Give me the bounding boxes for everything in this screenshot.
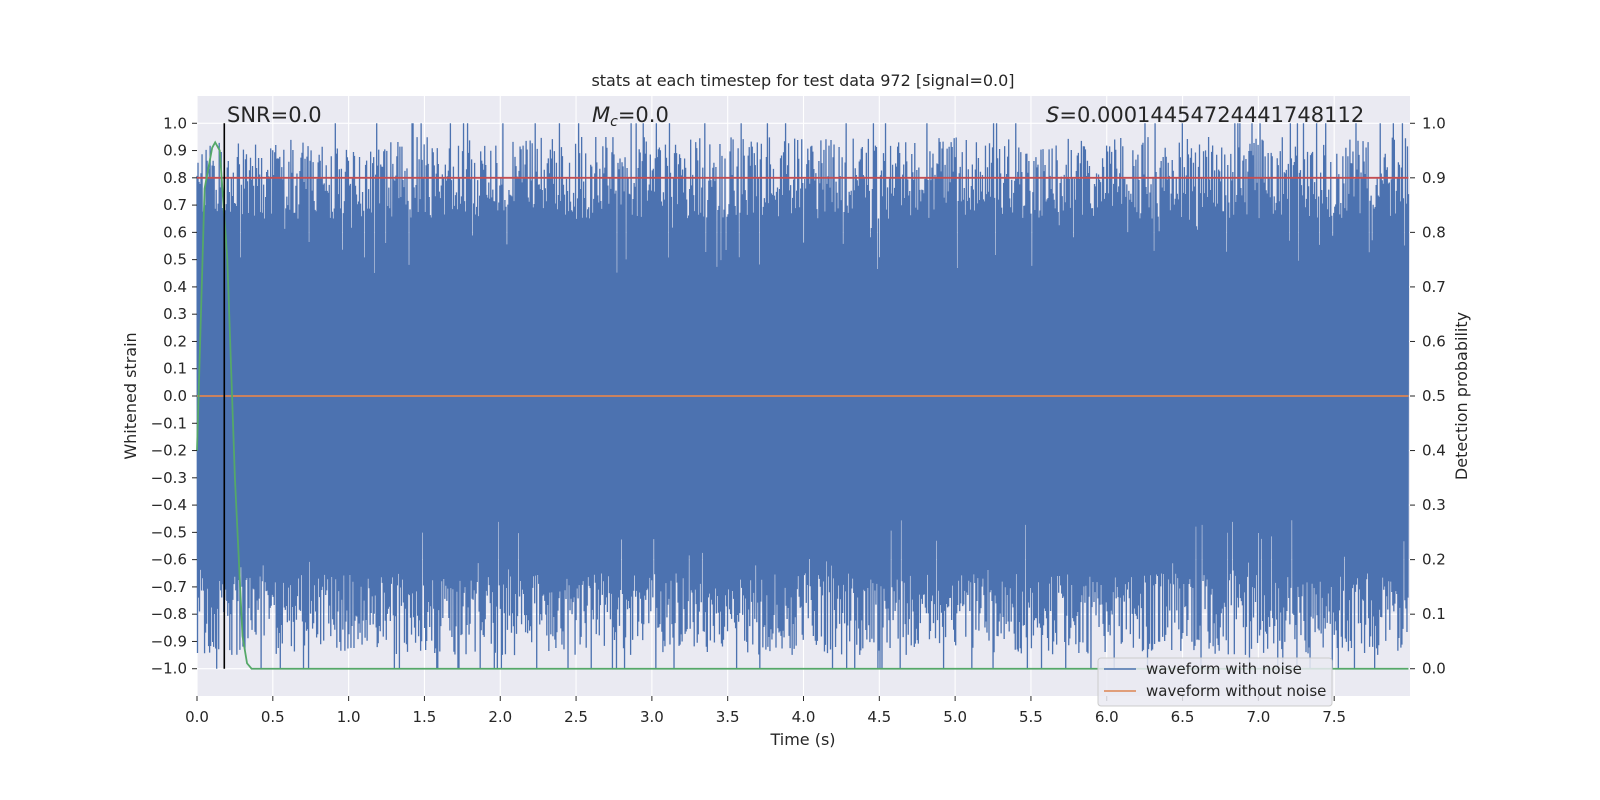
y-left-tick-label-4: 0.6 [163, 223, 187, 241]
x-tick-label-2: 1.0 [337, 708, 361, 726]
y-left-tick-label-11: −0.1 [151, 414, 187, 432]
y-axis-left-label: Whitened strain [121, 332, 140, 459]
x-tick-label-11: 5.5 [1019, 708, 1043, 726]
mc-subscript: c [610, 114, 618, 130]
noise-waveform-path [196, 123, 1410, 669]
y-left-tick-label-2: 0.8 [163, 169, 187, 187]
x-tick-label-1: 0.5 [261, 708, 285, 726]
series-lines [196, 123, 1409, 670]
series-detection-probability [196, 140, 1409, 670]
y-left-tick-label-3: 0.7 [163, 196, 187, 214]
x-tick-label-10: 5.0 [943, 708, 967, 726]
x-tick-label-14: 7.0 [1246, 708, 1270, 726]
snr-annotation: SNR=0.0 [227, 103, 322, 127]
x-tick-label-12: 6.0 [1095, 708, 1119, 726]
y-left-tick-label-9: 0.1 [163, 360, 187, 378]
x-tick-label-3: 1.5 [413, 708, 437, 726]
chart-title: stats at each timestep for test data 972… [591, 71, 1014, 90]
y-left-tick-label-18: −0.8 [151, 605, 187, 623]
y-right-tick-label-2: 0.8 [1422, 223, 1446, 241]
y-left-tick-label-0: 1.0 [163, 114, 187, 132]
y-right-tick-label-7: 0.3 [1422, 496, 1446, 514]
legend-label-noise: waveform with noise [1146, 660, 1302, 678]
y-left-tick-label-12: −0.2 [151, 442, 187, 460]
y-axis-right-label: Detection probability [1452, 312, 1471, 480]
legend-box [1097, 657, 1333, 707]
y-left-tick-label-16: −0.6 [151, 551, 187, 569]
y-left-tick-label-19: −0.9 [151, 632, 187, 650]
y-right-tick-label-8: 0.2 [1422, 551, 1446, 569]
series-waveform-with-noise [196, 123, 1410, 669]
y-left-tick-label-1: 0.9 [163, 142, 187, 160]
x-tick-label-15: 7.5 [1322, 708, 1346, 726]
y-right-tick-label-1: 0.9 [1422, 169, 1446, 187]
y-left-tick-label-8: 0.2 [163, 332, 187, 350]
y-axis-right-ticks: 1.0 0.9 0.8 0.7 0.6 0.5 0.4 0.3 0.2 0.1 0.0 [1410, 114, 1446, 678]
y-axis-left-ticks: 1.0 0.9 0.8 0.7 0.6 0.5 0.4 0.3 0.2 0.1 0.0 −0.1 −0.… [151, 114, 197, 678]
x-tick-label-6: 3.0 [640, 708, 664, 726]
x-tick-label-8: 4.0 [792, 708, 816, 726]
x-axis-ticks: 0.0 0.5 1.0 1.5 2.0 2.5 3.0 3.5 4.0 4.5 5.0 5.5 6.0 6… [185, 696, 1346, 726]
y-left-tick-label-13: −0.3 [151, 469, 187, 487]
y-left-tick-label-17: −0.7 [151, 578, 187, 596]
mc-symbol: M [592, 103, 610, 127]
legend: waveform with noise waveform without noi… [1097, 657, 1333, 707]
y-right-tick-label-6: 0.4 [1422, 442, 1446, 460]
y-left-tick-label-6: 0.4 [163, 278, 187, 296]
y-right-tick-label-9: 0.1 [1422, 605, 1446, 623]
x-tick-label-4: 2.0 [488, 708, 512, 726]
chirp-mass-annotation: Mc=0.0 [592, 103, 669, 130]
y-left-tick-label-10: 0.0 [163, 387, 187, 405]
y-right-tick-label-5: 0.5 [1422, 387, 1446, 405]
y-right-tick-label-10: 0.0 [1422, 660, 1446, 678]
y-left-tick-label-14: −0.4 [151, 496, 187, 514]
s-symbol: S [1046, 103, 1059, 127]
y-right-tick-label-4: 0.6 [1422, 332, 1446, 350]
y-left-tick-label-20: −1.0 [151, 660, 187, 678]
y-left-tick-label-5: 0.5 [163, 251, 187, 269]
s-annotation: S=0.00014454724441748112 [1046, 103, 1364, 127]
mc-value: =0.0 [618, 103, 669, 127]
s-value: =0.00014454724441748112 [1059, 103, 1364, 127]
x-tick-label-13: 6.5 [1171, 708, 1195, 726]
y-left-tick-label-7: 0.3 [163, 305, 187, 323]
x-tick-label-7: 3.5 [716, 708, 740, 726]
y-left-tick-label-15: −0.5 [151, 523, 187, 541]
x-tick-label-5: 2.5 [564, 708, 588, 726]
x-axis-label: Time (s) [769, 730, 835, 749]
x-tick-label-9: 4.5 [867, 708, 891, 726]
x-tick-label-0: 0.0 [185, 708, 209, 726]
legend-label-clean: waveform without noise [1146, 682, 1326, 700]
y-right-tick-label-0: 1.0 [1422, 114, 1446, 132]
y-right-tick-label-3: 0.7 [1422, 278, 1446, 296]
